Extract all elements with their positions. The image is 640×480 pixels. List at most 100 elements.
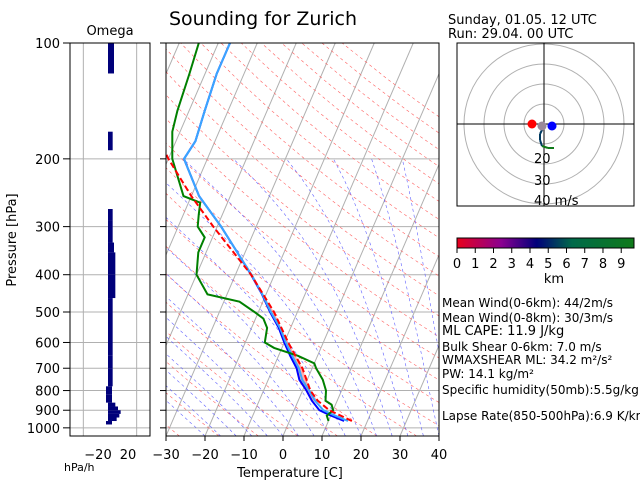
omega-bar [106, 386, 112, 395]
omega-panel: Omega −20 20 hPa/h [64, 24, 151, 474]
colorbar-tick-label: 5 [544, 257, 552, 272]
dry-adiabat [166, 142, 439, 359]
pressure-tick-label: 600 [35, 336, 60, 351]
valid-time: Sunday, 01.05. 12 UTC [448, 13, 597, 28]
omega-bar [108, 131, 113, 151]
isotherm [166, 43, 258, 257]
colorbar-tick-label: 0 [453, 257, 461, 272]
omega-unit-label: hPa/h [64, 461, 95, 474]
isotherm [204, 43, 375, 436]
isotherm [166, 43, 336, 436]
isotherm [321, 163, 439, 436]
dry-adiabat [166, 118, 439, 338]
dry-adiabat [166, 424, 180, 436]
omega-frame [69, 42, 151, 437]
colorbar-tick-label: 6 [562, 257, 570, 272]
colorbar-label: km [544, 272, 564, 287]
temperature-tick-label: −10 [230, 448, 257, 463]
skewt-profiles [166, 43, 353, 422]
info-mean-wind-8km: Mean Wind(0-8km): 30/3m/s [442, 311, 614, 325]
omega-bar [108, 402, 116, 407]
dry-adiabat [166, 273, 378, 436]
parcel-line [166, 151, 353, 422]
omega-bar [108, 242, 114, 253]
hodograph-segment [541, 145, 549, 149]
info-specific-humidity: Specific humidity(50mb):5.5g/kg [442, 383, 639, 397]
dry-adiabat [166, 167, 439, 381]
info-lapse-rate: Lapse Rate(850-500hPa):6.9 K/km [442, 409, 640, 423]
omega-xtick-neg20: −20 [84, 448, 111, 463]
isotherm [360, 253, 439, 436]
colorbar-tick-label: 3 [508, 257, 516, 272]
omega-bar [108, 355, 113, 369]
temperature-tick-label: 40 [431, 448, 448, 463]
omega-xtick-20: 20 [120, 448, 137, 463]
temperature-tick-label: 20 [353, 448, 370, 463]
omega-bar [106, 421, 112, 425]
moist-adiabat [166, 336, 268, 436]
moist-adiabat [182, 158, 377, 436]
colorbar-tick-label: 9 [617, 257, 625, 272]
hodograph-segment [539, 129, 543, 135]
moist-adiabat [166, 400, 206, 436]
dry-adiabat [166, 392, 220, 436]
omega-bar [106, 394, 112, 403]
pressure-tick-labels: 100 200 300 400 500 600 700 800 900 1000 [27, 37, 166, 437]
info-pw: PW: 14.1 kg/m² [442, 367, 534, 381]
pressure-tick-label: 200 [35, 153, 60, 168]
temperature-tick-label: 30 [392, 448, 409, 463]
omega-bars [106, 43, 121, 425]
hodograph-marker [537, 121, 547, 131]
moist-adiabat [371, 158, 439, 436]
isotherm [166, 43, 219, 166]
moist-adiabat [286, 158, 409, 436]
omega-bar [108, 209, 113, 221]
hodograph-panel: 20 30 40 m/s [456, 42, 635, 209]
omega-bar [108, 368, 113, 387]
temperature-ticks: −30 −20 −10 0 10 20 30 40 [152, 436, 447, 463]
x-axis-label: Temperature [C] [236, 466, 343, 480]
dry-adiabat [166, 245, 417, 436]
skewt-panel: −30 −20 −10 0 10 20 30 40 Temperature [C] [152, 42, 447, 480]
figure-title: Sounding for Zurich [169, 8, 357, 30]
hodograph-marker [547, 121, 557, 131]
moist-adiabat [166, 296, 299, 436]
pressure-tick-label: 700 [35, 362, 60, 377]
dry-adiabat [220, 43, 439, 220]
isotherm [282, 72, 439, 436]
omega-bar [108, 274, 116, 299]
moist-adiabat [166, 317, 284, 436]
dry-adiabat [166, 48, 439, 277]
dry-adiabat [166, 192, 439, 403]
pressure-tick-label: 100 [35, 37, 60, 52]
dry-adiabat [166, 219, 439, 427]
moist-adiabat [333, 158, 424, 436]
moist-adiabat [233, 158, 393, 436]
colorbar-tick-label: 7 [581, 257, 589, 272]
omega-bar [108, 413, 120, 418]
pressure-tick-label: 300 [35, 221, 60, 236]
moist-adiabat [166, 272, 315, 436]
omega-bar [108, 43, 114, 74]
info-wmaxshear: WMAXSHEAR ML: 34.2 m²/s² [442, 353, 613, 367]
y-axis-label: Pressure [hPa] [5, 193, 20, 286]
moist-adiabat [166, 182, 362, 436]
info-mean-wind-6km: Mean Wind(0-6km): 44/2m/s [442, 296, 614, 310]
hodograph-segment [539, 139, 543, 147]
temperature-tick-label: −30 [152, 448, 179, 463]
temperature-tick-label: 0 [279, 448, 287, 463]
temperature-tick-label: −20 [191, 448, 218, 463]
hodograph-frame [456, 42, 635, 207]
colorbar-tick-label: 8 [599, 257, 607, 272]
colorbar-tick-label: 1 [471, 257, 479, 272]
virtual-temperature-line [182, 43, 349, 422]
pressure-tick-label: 800 [35, 385, 60, 400]
dry-adiabat [180, 43, 439, 258]
hodograph-ring-label-40: 40 m/s [534, 194, 579, 209]
colorbar-tick-label: 4 [526, 257, 534, 272]
omega-title: Omega [86, 24, 133, 39]
temperature-tick-label: 10 [314, 448, 331, 463]
omega-bar [108, 311, 113, 356]
